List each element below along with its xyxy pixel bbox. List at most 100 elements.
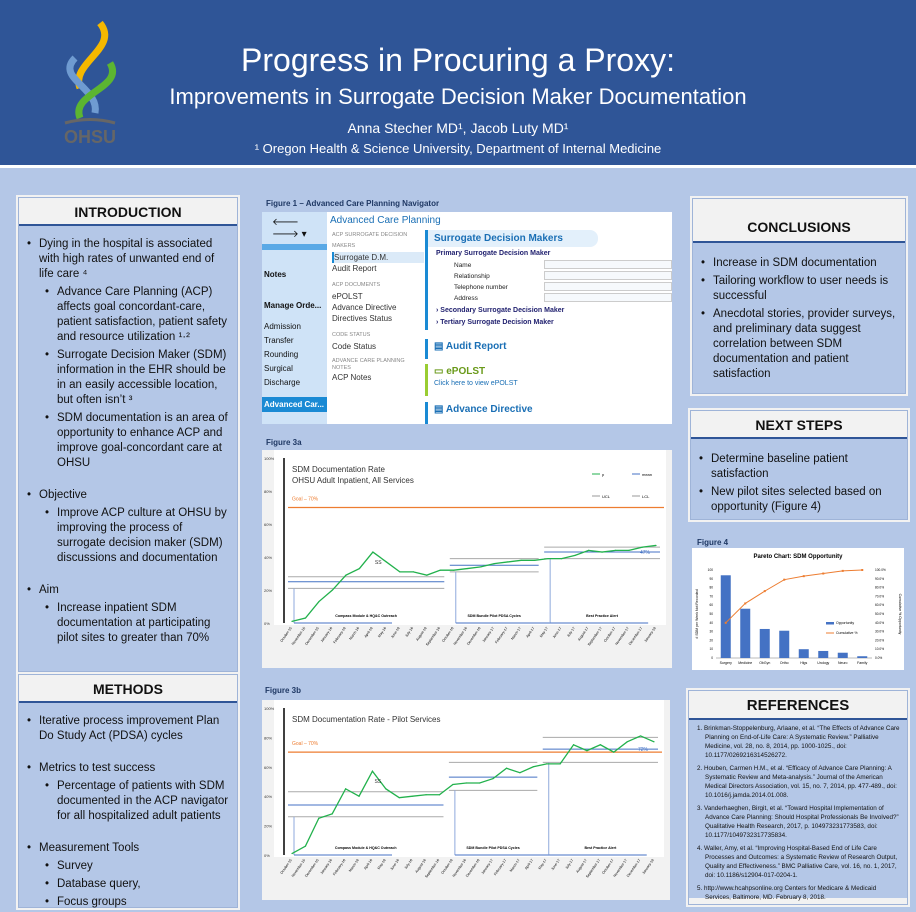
data-point [304, 617, 307, 619]
sdm-panel: Surrogate Decision Makers Primary Surrog… [425, 230, 672, 330]
menu-acp-notes[interactable]: ACP Notes [332, 373, 372, 382]
bar [720, 575, 731, 658]
cumulative-point [783, 578, 786, 581]
menu-directives-status[interactable]: Directives Status [332, 314, 393, 323]
x-tick-label: February-17 [493, 858, 507, 876]
data-point [331, 813, 333, 815]
cumulative-point [802, 575, 805, 578]
end-value-label: 72% [638, 747, 649, 753]
x-tick-label: December-17 [628, 626, 643, 646]
x-tick-label: February-17 [494, 626, 508, 644]
data-point [587, 549, 590, 551]
list-item: Database query, [45, 877, 231, 892]
nav-transfer[interactable]: Transfer [264, 336, 294, 345]
data-point [453, 569, 455, 571]
list-item: Surrogate Decision Maker (SDM) informati… [45, 348, 231, 408]
chart-subtitle: OHSU Adult Inpatient, All Services [292, 476, 414, 485]
address-field[interactable]: Address [454, 293, 672, 304]
y-tick-label: 80 [709, 586, 713, 590]
nav-advanced-care[interactable]: Advanced Car... [262, 397, 327, 412]
menu-group: ADVANCE CARE PLANNING NOTES [332, 358, 405, 371]
secondary-sdm-toggle[interactable]: › Secondary Surrogate Decision Maker [436, 307, 565, 314]
acp-menu: ACP SURROGATE DECISION MAKERS Surrogate … [332, 230, 424, 424]
tertiary-sdm-toggle[interactable]: › Tertiary Surrogate Decision Maker [436, 319, 554, 326]
nav-discharge[interactable]: Discharge [264, 378, 301, 387]
data-point [438, 794, 441, 796]
figure1-screenshot: 🡐 🡒 ▾ Notes Manage Orde... Admission Tra… [262, 212, 672, 424]
x-tick-label: October-17 [601, 858, 614, 875]
x-tick-label: January-18 [641, 858, 654, 875]
list-item: SDM documentation is an area of opportun… [45, 411, 231, 471]
data-point [371, 770, 374, 772]
menu-surrogate-dm[interactable]: Surrogate D.M. [332, 252, 424, 263]
view-epolst-link[interactable]: Click here to view ePOLST [434, 380, 518, 387]
x-tick-label: Urology [817, 661, 829, 665]
list-item: Aim [27, 583, 231, 598]
audit-report-panel: ▤ Audit Report [425, 339, 672, 359]
name-field[interactable]: Name [454, 260, 672, 271]
list-item: Focus groups [45, 895, 231, 910]
nav-notes[interactable]: Notes [264, 270, 287, 279]
list-item: Increase in SDM documentation [701, 256, 899, 271]
x-tick-label: Ortho [780, 661, 789, 665]
x-tick-label: Medicine [738, 661, 752, 665]
data-point [613, 751, 615, 753]
x-tick-label: Family [857, 661, 868, 665]
data-point [586, 750, 588, 752]
list-item: Dying in the hospital is associated with… [27, 237, 231, 282]
y-tick-label: 40% [264, 794, 272, 799]
nav-arrows-icon[interactable]: 🡐 🡒 ▾ [272, 217, 307, 240]
data-point [412, 795, 414, 797]
ohsu-logo: OHSU [64, 20, 116, 147]
p-series-line [291, 735, 655, 855]
menu-epolst[interactable]: ePOLST [332, 292, 363, 301]
poster-header: OHSU Progress in Procuring a Proxy: Impr… [0, 0, 916, 168]
data-point [519, 772, 521, 774]
cumulative-point [724, 621, 727, 624]
x-tick-label: June-17 [552, 626, 563, 639]
data-point [480, 566, 482, 568]
cumulative-point [744, 602, 747, 605]
references-section: REFERENCES 1. Brinkman-Stoppelenburg, Ar… [688, 690, 908, 905]
reference-item: 1. Brinkman-Stoppelenburg, Arlaane, et a… [697, 725, 900, 759]
primary-sdm-heading: Primary Surrogate Decision Maker [436, 250, 551, 257]
x-tick-label: April-16 [363, 858, 373, 870]
telephone-field[interactable]: Telephone number [454, 282, 672, 293]
legend-swatch [826, 622, 834, 625]
nav-admission[interactable]: Admission [264, 322, 301, 331]
list-item: Objective [27, 488, 231, 503]
relationship-field[interactable]: Relationship [454, 271, 672, 282]
ss-label: SS [375, 560, 382, 566]
legend-label: UCL [602, 494, 611, 499]
data-point [547, 558, 549, 560]
left-nav: 🡐 🡒 ▾ Notes Manage Orde... Admission Tra… [262, 212, 327, 424]
menu-code-status[interactable]: Code Status [332, 342, 377, 351]
menu-audit-report[interactable]: Audit Report [332, 264, 377, 273]
figure3a-label: Figure 3a [266, 438, 302, 447]
x-tick-label: December-15 [304, 858, 319, 878]
cumulative-line [725, 569, 863, 624]
data-point [601, 551, 603, 553]
y2-tick-label: 0.0% [875, 656, 882, 660]
goal-label: Goal – 70% [292, 741, 319, 747]
y2-tick-label: 90.0% [875, 577, 884, 581]
nav-surgical[interactable]: Surgical [264, 364, 293, 373]
data-point [358, 795, 360, 797]
bar [740, 608, 751, 658]
reference-item: 2. Houben, Carmen H.M., et al. “Efficacy… [697, 765, 897, 799]
y-tick-label: 30 [709, 630, 713, 634]
next-steps-section: NEXT STEPS Determine baseline patient sa… [690, 410, 908, 520]
poster-subtitle: Improvements in Surrogate Decision Maker… [169, 84, 747, 109]
authors: Anna Stecher MD¹, Jacob Luty MD¹ [347, 120, 569, 136]
bar [779, 630, 790, 658]
y2-tick-label: 40.0% [875, 621, 884, 625]
nav-rounding[interactable]: Rounding [264, 350, 299, 359]
list-item: Anecdotal stories, provider surveys, and… [701, 307, 899, 382]
menu-advance-directive[interactable]: Advance Directive [332, 303, 397, 312]
x-tick-label: January-17 [481, 858, 494, 875]
x-tick-label: March-16 [348, 858, 360, 872]
nav-manage-orders[interactable]: Manage Orde... [264, 301, 322, 310]
next-steps-title: NEXT STEPS [691, 411, 907, 439]
data-point [452, 783, 454, 786]
end-value-label: 47% [640, 550, 651, 556]
